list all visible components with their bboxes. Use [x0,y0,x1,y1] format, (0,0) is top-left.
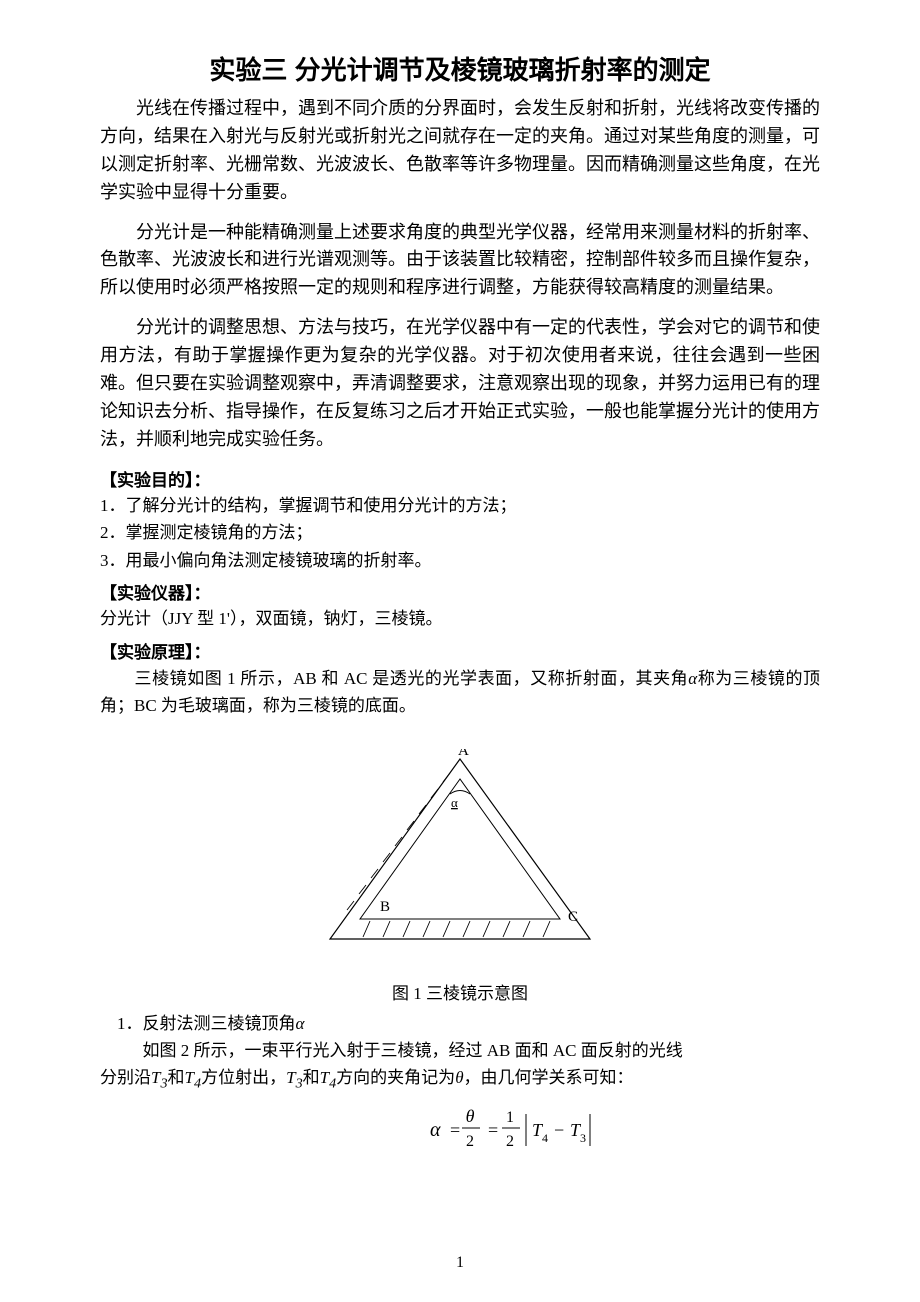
m1l2-a: 分别沿 [100,1068,151,1087]
label-A: A [458,749,469,759]
t3-sym-1: T3 [151,1068,168,1087]
figure-1: A B C α [100,749,820,969]
method-1-title-text: 1．反射法测三棱镜顶角 [117,1014,296,1033]
method-1-title: 1．反射法测三棱镜顶角α [100,1010,820,1037]
apex-angle-arc [450,791,470,795]
t4-sym-2: T4 [320,1068,337,1087]
theta-sym: θ [455,1068,463,1087]
hatch-bottom [363,921,550,937]
method-1-alpha: α [296,1014,305,1033]
f-minus: − [554,1120,564,1140]
page-number: 1 [0,1254,920,1272]
method-1-line1-text: 如图 2 所示，一束平行光入射于三棱镜，经过 AB 面和 AC 面反射的光线 [143,1041,683,1060]
f-T4sub: 4 [542,1131,548,1145]
f-T3sub: 3 [580,1131,586,1145]
formula-alpha: α = θ 2 = 1 2 T 4 − T 3 [260,1104,820,1156]
label-alpha: α [451,795,458,810]
document-title: 实验三 分光计调节及棱镜玻璃折射率的测定 [100,50,820,87]
section-purpose-heading: 【实验目的】： [100,466,820,491]
m1l2-c: 方位射出， [201,1068,286,1087]
intro-paragraph-2: 分光计是一种能精确测量上述要求角度的典型光学仪器，经常用来测量材料的折射率、色散… [100,219,820,303]
f-den2b: 2 [506,1133,514,1150]
prism-inner-triangle [360,779,560,919]
prism-outer-triangle [330,759,590,939]
method-1-line-2: 分别沿T3和T4方位射出，T3和T4方向的夹角记为θ，由几何学关系可知： [100,1064,820,1095]
m1l2-f: ，由几何学关系可知： [464,1068,634,1087]
purpose-item-1: 1．了解分光计的结构，掌握调节和使用分光计的方法； [100,493,820,519]
prism-diagram: A B C α [310,749,610,969]
m1l2-d: 和 [303,1068,320,1087]
section-principle-heading: 【实验原理】： [100,638,820,663]
purpose-item-2: 2．掌握测定棱镜角的方法； [100,520,820,546]
purpose-item-3: 3．用最小偏向角法测定棱镜玻璃的折射率。 [100,548,820,574]
f-eq1: = [450,1120,460,1140]
page: 实验三 分光计调节及棱镜玻璃折射率的测定 光线在传播过程中，遇到不同介质的分界面… [0,0,920,1302]
section-apparatus-heading: 【实验仪器】： [100,579,820,604]
apparatus-text: 分光计（JJY 型 1'），双面镜，钠灯，三棱镜。 [100,606,820,632]
f-num1: 1 [506,1109,514,1126]
figure-1-caption: 图 1 三棱镜示意图 [100,979,820,1004]
f-theta: θ [466,1106,475,1126]
t3-sym-2: T3 [286,1068,303,1087]
m1l2-e: 方向的夹角记为 [336,1068,455,1087]
hatch-left [347,773,450,910]
intro-paragraph-1: 光线在传播过程中，遇到不同介质的分界面时，会发生反射和折射，光线将改变传播的方向… [100,95,820,207]
intro-paragraph-3: 分光计的调整思想、方法与技巧，在光学仪器中有一定的代表性，学会对它的调节和使用方… [100,314,820,453]
m1l2-b: 和 [168,1068,185,1087]
f-den2a: 2 [466,1133,474,1150]
f-eq2: = [488,1120,498,1140]
label-C: C [568,909,578,925]
t4-sym-1: T4 [185,1068,202,1087]
alpha-symbol: α [688,669,697,688]
f-alpha: α [430,1119,441,1141]
formula-svg: α = θ 2 = 1 2 T 4 − T 3 [430,1104,650,1156]
method-1-line-1: 如图 2 所示，一束平行光入射于三棱镜，经过 AB 面和 AC 面反射的光线 [100,1037,820,1064]
principle-intro-a: 三棱镜如图 1 所示，AB 和 AC 是透光的光学表面，又称折射面，其夹角 [134,669,688,688]
label-B: B [380,899,390,915]
principle-intro: 三棱镜如图 1 所示，AB 和 AC 是透光的光学表面，又称折射面，其夹角α称为… [100,665,820,719]
